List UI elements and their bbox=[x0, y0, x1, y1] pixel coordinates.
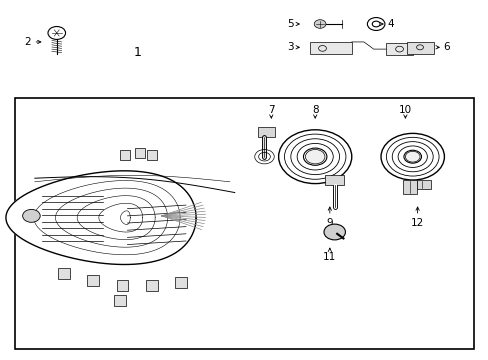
Text: 1: 1 bbox=[133, 46, 141, 59]
Bar bbox=[114, 295, 126, 306]
Circle shape bbox=[305, 149, 325, 164]
Bar bbox=[87, 275, 99, 286]
Bar bbox=[257, 127, 275, 137]
Bar bbox=[15, 98, 473, 348]
Text: 12: 12 bbox=[410, 218, 424, 228]
Bar bbox=[117, 280, 128, 291]
Text: 9: 9 bbox=[326, 218, 332, 228]
Polygon shape bbox=[6, 171, 196, 265]
Text: 10: 10 bbox=[398, 105, 411, 115]
Text: 8: 8 bbox=[311, 105, 318, 115]
Bar bbox=[58, 268, 70, 279]
Text: 2: 2 bbox=[24, 37, 31, 47]
FancyBboxPatch shape bbox=[406, 41, 433, 54]
Circle shape bbox=[314, 20, 325, 28]
Text: 4: 4 bbox=[386, 19, 393, 29]
Bar bbox=[325, 175, 344, 185]
Bar bbox=[135, 148, 144, 158]
FancyBboxPatch shape bbox=[385, 43, 412, 55]
Text: 7: 7 bbox=[267, 105, 274, 115]
Bar bbox=[120, 149, 130, 160]
Text: 5: 5 bbox=[287, 19, 294, 29]
Circle shape bbox=[324, 224, 345, 240]
Circle shape bbox=[405, 151, 419, 162]
Bar bbox=[416, 180, 430, 189]
Bar bbox=[147, 149, 157, 160]
Circle shape bbox=[22, 210, 40, 222]
Text: 3: 3 bbox=[287, 42, 294, 52]
Bar bbox=[146, 280, 158, 291]
Bar bbox=[175, 277, 186, 288]
Bar bbox=[402, 180, 416, 194]
Text: 6: 6 bbox=[443, 42, 449, 52]
Text: 11: 11 bbox=[323, 252, 336, 262]
FancyBboxPatch shape bbox=[310, 42, 351, 54]
